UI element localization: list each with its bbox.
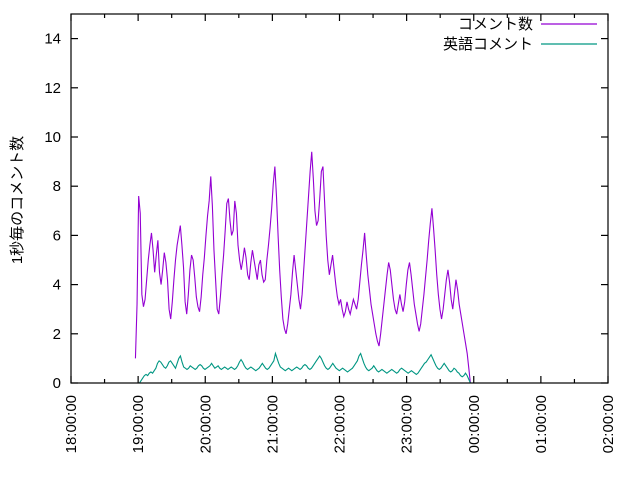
y-tick-label: 12 xyxy=(44,80,61,97)
legend-label-2: 英語コメント xyxy=(443,35,533,53)
y-tick-label: 8 xyxy=(53,178,61,195)
x-axis-tick-marks xyxy=(70,14,609,383)
y-tick-label: 6 xyxy=(53,227,61,244)
data-series-group xyxy=(134,151,471,384)
series-line-2 xyxy=(139,351,471,384)
y-tick-label: 4 xyxy=(53,277,61,294)
x-tick-label: 22:00:00 xyxy=(332,395,349,453)
y-tick-label: 10 xyxy=(44,129,61,146)
y-axis-title-text: 1秒毎のコメント数 xyxy=(9,136,26,264)
x-tick-label: 21:00:00 xyxy=(264,395,281,453)
x-tick-label: 23:00:00 xyxy=(399,395,416,453)
y-tick-label: 0 xyxy=(53,375,61,392)
x-tick-label: 01:00:00 xyxy=(533,395,550,453)
y-axis-tick-labels: 0 2 4 6 8 10 12 14 xyxy=(44,31,61,392)
plot-border xyxy=(70,13,609,384)
x-tick-label: 18:00:00 xyxy=(63,395,80,453)
x-tick-label: 20:00:00 xyxy=(197,395,214,453)
x-tick-label: 19:00:00 xyxy=(130,395,147,453)
x-tick-label: 00:00:00 xyxy=(466,395,483,453)
y-axis-tick-marks xyxy=(71,37,608,384)
y-tick-label: 14 xyxy=(44,31,61,48)
legend-label-1: コメント数 xyxy=(458,16,533,33)
x-axis-tick-labels: 18:00:00 19:00:00 20:00:00 21:00:00 22:00:00… xyxy=(63,395,617,453)
y-axis-title: 1秒毎のコメント数 xyxy=(9,136,26,264)
y-tick-label: 2 xyxy=(53,326,61,343)
series-line-1 xyxy=(134,151,471,384)
x-tick-label: 02:00:00 xyxy=(600,395,617,453)
